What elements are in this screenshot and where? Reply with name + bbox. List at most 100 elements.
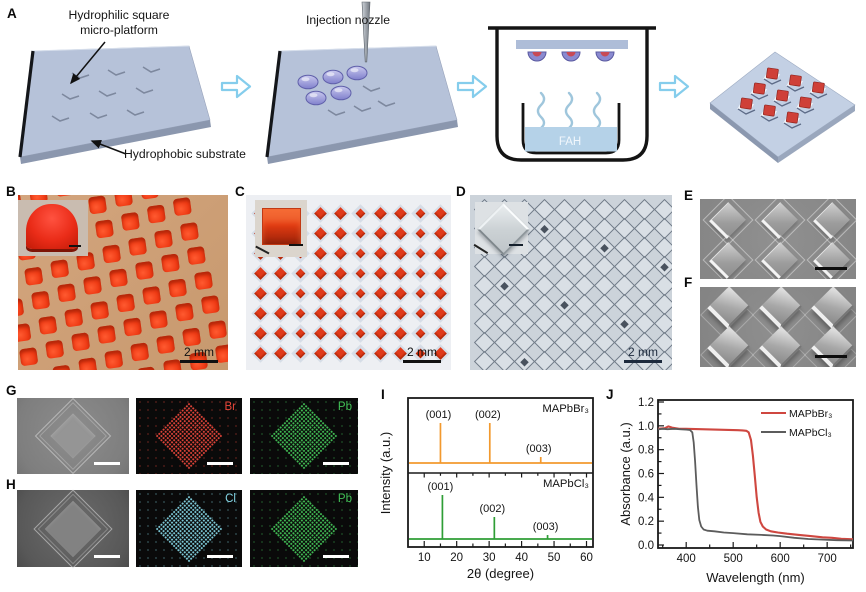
substrate-stage-4 bbox=[709, 51, 856, 163]
crystal bbox=[371, 324, 390, 343]
x-axis-label: Wavelength (nm) bbox=[706, 570, 805, 585]
crystal bbox=[291, 284, 310, 303]
crystal-cell bbox=[754, 234, 806, 279]
x-tick-label: 10 bbox=[418, 552, 431, 564]
inset-scale-bar bbox=[509, 244, 523, 246]
panel-d-image: 2 mm bbox=[470, 195, 672, 370]
series-curve bbox=[657, 425, 854, 541]
droplet-icon bbox=[305, 90, 327, 106]
hanging-droplet-icon bbox=[527, 51, 547, 62]
crystal bbox=[104, 349, 124, 369]
crystal bbox=[371, 304, 390, 323]
crystal bbox=[49, 258, 70, 278]
x-tick-label: 700 bbox=[818, 553, 837, 565]
crystal bbox=[351, 344, 370, 363]
sem-image-mapbbr3 bbox=[17, 397, 129, 475]
crystal bbox=[391, 264, 410, 283]
crystal-outline bbox=[553, 350, 576, 370]
crystal bbox=[251, 304, 270, 323]
crystal bbox=[271, 344, 290, 363]
crystal bbox=[45, 339, 65, 359]
crystal bbox=[371, 344, 390, 363]
crystal bbox=[155, 334, 176, 354]
crystal bbox=[24, 266, 44, 286]
micro-crystal bbox=[750, 82, 769, 100]
crystal bbox=[141, 285, 162, 305]
vapor-squiggle bbox=[536, 91, 546, 130]
crystal bbox=[411, 324, 430, 343]
micro-crystal bbox=[773, 89, 792, 107]
crystal bbox=[411, 284, 430, 303]
droplet-icon bbox=[346, 65, 368, 81]
crystal bbox=[311, 344, 330, 363]
crystal-array bbox=[737, 67, 828, 129]
injection-nozzle-icon bbox=[361, 1, 371, 63]
crystal-outline bbox=[653, 198, 672, 221]
crystal bbox=[411, 244, 430, 263]
crystal bbox=[108, 268, 129, 288]
vapor-bath bbox=[488, 26, 656, 162]
crystal-outline bbox=[593, 350, 616, 370]
crystal bbox=[351, 304, 370, 323]
crystal bbox=[331, 284, 350, 303]
x-tick-label: 30 bbox=[483, 552, 496, 564]
crystal bbox=[167, 277, 188, 298]
y-tick-label: 0.0 bbox=[638, 540, 654, 552]
scale-annotation: 2 mm bbox=[180, 346, 218, 363]
y-axis-label: Absorbance (a.u.) bbox=[618, 422, 633, 525]
crystal bbox=[139, 195, 159, 200]
inner-vessel-outline bbox=[521, 103, 621, 155]
crystal bbox=[291, 264, 310, 283]
series-name: MAPbBr₃ bbox=[542, 403, 589, 415]
crystal-closeup bbox=[477, 203, 530, 256]
droplet-icon bbox=[330, 85, 352, 101]
hkl-label: (002) bbox=[479, 503, 505, 515]
inset-corner-mark bbox=[473, 243, 489, 254]
element-label: Br bbox=[224, 401, 237, 413]
crystal bbox=[331, 324, 350, 343]
eds-map-br: Br bbox=[136, 398, 242, 474]
crystal bbox=[311, 264, 330, 283]
crystal-outline bbox=[653, 312, 672, 335]
droplet-icon bbox=[322, 69, 344, 85]
crystal bbox=[96, 324, 117, 345]
eds-map-cl: Cl bbox=[136, 490, 242, 567]
crystal bbox=[94, 219, 115, 239]
crystal bbox=[153, 228, 173, 249]
crystal bbox=[186, 246, 206, 266]
eds-map-pb: Pb bbox=[250, 398, 358, 474]
scale-bar bbox=[207, 462, 233, 465]
crystal bbox=[351, 204, 370, 223]
element-label: Cl bbox=[225, 493, 236, 505]
x-tick-label: 40 bbox=[515, 552, 528, 564]
scale-bar bbox=[207, 555, 233, 558]
crystal-outline bbox=[653, 217, 672, 240]
crystal bbox=[391, 284, 410, 303]
crystal bbox=[82, 275, 103, 296]
crystal bbox=[56, 283, 77, 303]
panel-b-image: 2 mm bbox=[18, 195, 228, 370]
legend-label: MAPbCl₃ bbox=[789, 427, 832, 439]
scale-bar bbox=[180, 360, 218, 363]
micro-crystal bbox=[786, 74, 805, 92]
crystal bbox=[172, 197, 192, 217]
series-curve bbox=[657, 427, 854, 542]
crystal-outline bbox=[653, 236, 672, 259]
crystal bbox=[391, 224, 410, 243]
crystal bbox=[411, 264, 430, 283]
crystal-closeup bbox=[262, 208, 301, 245]
x-axis-label: 2θ (degree) bbox=[467, 566, 534, 581]
crystal bbox=[411, 204, 430, 223]
scale-bar bbox=[323, 555, 349, 558]
crystal bbox=[371, 264, 390, 283]
crystal-cell bbox=[804, 326, 856, 367]
caption-injection-nozzle: Injection nozzle bbox=[305, 13, 390, 27]
scale-label: 2 mm bbox=[628, 345, 658, 360]
crystal bbox=[113, 195, 133, 207]
scale-bar bbox=[323, 462, 349, 465]
panel-f-image bbox=[700, 287, 856, 367]
process-arrow-3 bbox=[658, 74, 690, 99]
crystal bbox=[311, 204, 330, 223]
x-tick-label: 600 bbox=[771, 553, 790, 565]
